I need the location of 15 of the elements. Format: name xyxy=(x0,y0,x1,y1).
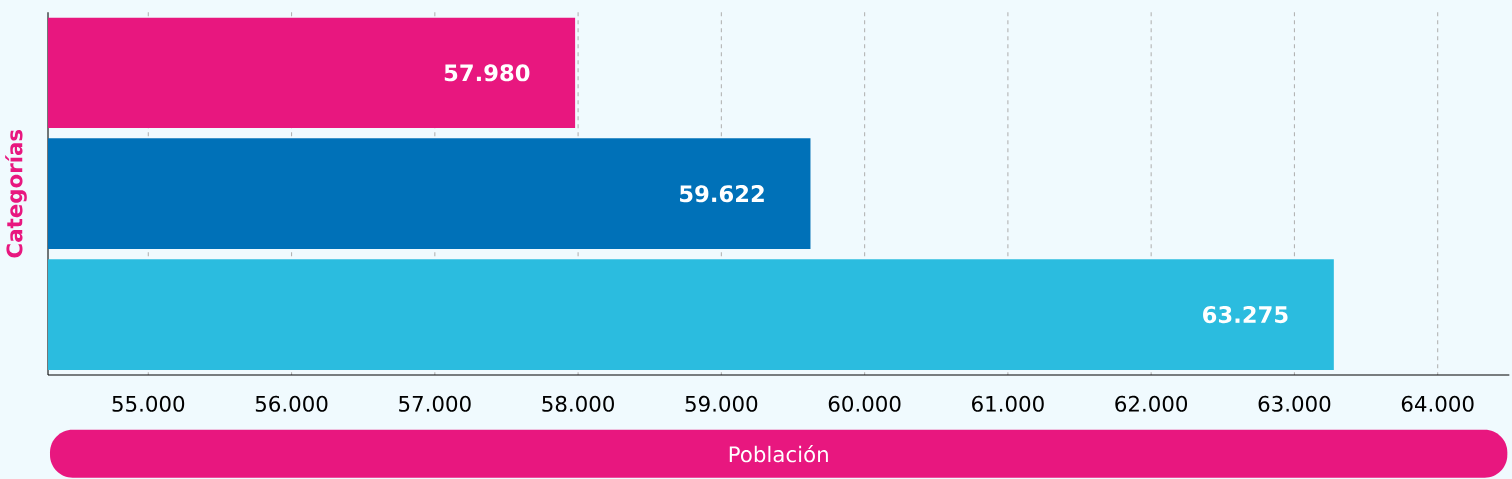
x-tick-label: 56.000 xyxy=(255,395,328,412)
x-tick-label: 64.000 xyxy=(1401,395,1474,412)
data-label: 59.622 xyxy=(680,185,764,203)
x-tick-label: 59.000 xyxy=(685,395,758,412)
data-label: 63.275 xyxy=(1203,305,1288,324)
x-tick-label: 55.000 xyxy=(112,395,185,412)
x-tick-label: 57.000 xyxy=(399,395,471,412)
x-tick-label: 63.000 xyxy=(1258,395,1331,412)
x-tick-label: 60.000 xyxy=(828,395,901,412)
x-tick-label: 58.000 xyxy=(542,395,614,412)
data-label: 57.980 xyxy=(444,64,530,82)
x-tick-label: 62.000 xyxy=(1115,395,1188,412)
y-axis-title: Categorías xyxy=(5,129,27,258)
x-axis-title: Población xyxy=(729,444,828,463)
x-tick-label: 61.000 xyxy=(972,395,1044,412)
